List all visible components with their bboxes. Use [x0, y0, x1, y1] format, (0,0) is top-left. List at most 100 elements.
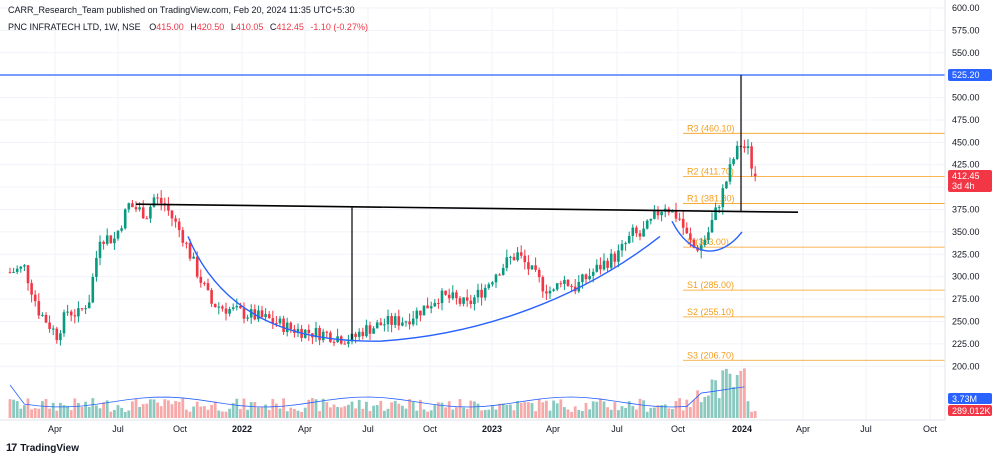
- low-value: 410.05: [235, 22, 264, 32]
- candle-up: [642, 228, 645, 237]
- candle-up: [699, 245, 703, 251]
- volume-bar: [469, 400, 473, 418]
- candle-down: [545, 291, 548, 294]
- candle-down: [275, 322, 278, 324]
- volume-bar: [185, 409, 188, 418]
- candle-up: [383, 324, 386, 326]
- candle-up: [728, 164, 732, 182]
- publisher-line: CARR_Research_Team published on TradingV…: [8, 5, 355, 15]
- volume-bar: [195, 401, 199, 418]
- candle-down: [73, 315, 77, 317]
- volume-bar: [505, 404, 509, 418]
- price-tick-label: 350.00: [952, 227, 980, 237]
- candle-up: [401, 322, 404, 326]
- volume-bar: [487, 409, 491, 418]
- time-tick-label: 2024: [732, 424, 752, 434]
- volume-bar: [714, 380, 717, 418]
- candle-up: [138, 207, 141, 210]
- volume-bar: [170, 404, 174, 418]
- candle-down: [570, 285, 573, 287]
- time-tick-label: Oct: [173, 424, 188, 434]
- candle-down: [307, 329, 311, 334]
- candlesticks: [8, 139, 757, 348]
- volume-bar: [26, 398, 30, 418]
- volume-bar: [372, 405, 375, 418]
- volume-bar: [102, 402, 105, 418]
- candle-down: [271, 318, 275, 323]
- candle-up: [246, 317, 249, 319]
- candle-up: [296, 328, 300, 334]
- candle-up: [563, 279, 566, 284]
- candle-up: [127, 203, 131, 210]
- volume-bar: [523, 401, 527, 418]
- volume-bar: [149, 399, 152, 418]
- candle-down: [523, 255, 527, 263]
- volume-bar: [293, 408, 296, 418]
- price-tick-label: 300.00: [952, 272, 980, 282]
- candle-down: [156, 197, 159, 199]
- symbol-name: PNC INFRATECH LTD, 1W, NSE: [8, 22, 141, 32]
- volume-bar: [624, 407, 627, 418]
- time-axis[interactable]: Apr Jul Oct 2022 Apr Jul Oct 2023 Apr Jul Oct 2024 A…: [0, 419, 945, 434]
- volume-bar: [307, 399, 311, 418]
- volume-bar: [8, 399, 12, 418]
- volume-bar: [545, 400, 548, 418]
- volume-bar: [473, 401, 476, 418]
- volume-bar: [699, 402, 703, 418]
- volume-bar: [609, 409, 613, 418]
- candle-up: [595, 264, 599, 272]
- tradingview-brand[interactable]: 17 TradingView: [6, 442, 79, 454]
- pivot-label-r3: R3 (460.10): [687, 123, 735, 133]
- volume-bar: [177, 401, 181, 418]
- candle-down: [199, 276, 203, 283]
- volume-bar: [732, 386, 735, 418]
- candle-up: [95, 257, 98, 277]
- candle-down: [361, 331, 365, 337]
- candle-up: [494, 274, 498, 283]
- volume-bar: [282, 398, 285, 418]
- candle-down: [447, 294, 451, 299]
- candle-down: [141, 207, 145, 219]
- candle-down: [224, 308, 228, 314]
- volume-bar: [368, 411, 372, 418]
- candle-up: [735, 145, 739, 160]
- candle-up: [321, 331, 325, 341]
- volume-bar: [163, 399, 167, 418]
- candle-up: [451, 292, 455, 299]
- candle-up: [725, 181, 728, 189]
- volume-bar: [271, 399, 275, 418]
- price-tick-label: 325.00: [952, 249, 980, 259]
- volume-bar: [329, 407, 332, 418]
- time-tick-label: Oct: [923, 424, 938, 434]
- price-tick-label: 250.00: [952, 316, 980, 326]
- candle-down: [656, 211, 660, 216]
- volume-bar: [710, 379, 714, 418]
- volume-bar: [314, 399, 318, 418]
- candle-down: [80, 308, 84, 310]
- candle-up: [152, 197, 156, 207]
- volume-bar: [559, 399, 563, 418]
- candle-up: [375, 322, 379, 329]
- symbol-legend[interactable]: PNC INFRATECH LTD, 1W, NSE O415.00 H420.…: [8, 22, 368, 32]
- candle-down: [213, 303, 217, 308]
- volume-bar: [253, 402, 257, 418]
- volume-bar: [476, 403, 480, 418]
- candle-down: [195, 256, 199, 277]
- volume-bar: [242, 398, 246, 418]
- candle-down: [678, 218, 681, 220]
- volume-bar: [239, 409, 242, 418]
- volume-bar: [717, 398, 721, 418]
- volume-bar: [62, 405, 66, 418]
- volume-bar: [347, 404, 350, 418]
- volume-bar: [12, 399, 15, 418]
- volume-bar: [48, 408, 51, 418]
- volume-bar: [131, 401, 134, 418]
- candle-down: [638, 233, 642, 237]
- volume-bar: [343, 406, 347, 418]
- pivot-label-s2: S2 (255.10): [687, 307, 734, 317]
- price-tick-label: 500.00: [952, 93, 980, 103]
- candle-up: [51, 328, 55, 330]
- volume-ma-tag-text: 289.012K: [952, 406, 991, 416]
- volume-bar: [231, 403, 235, 418]
